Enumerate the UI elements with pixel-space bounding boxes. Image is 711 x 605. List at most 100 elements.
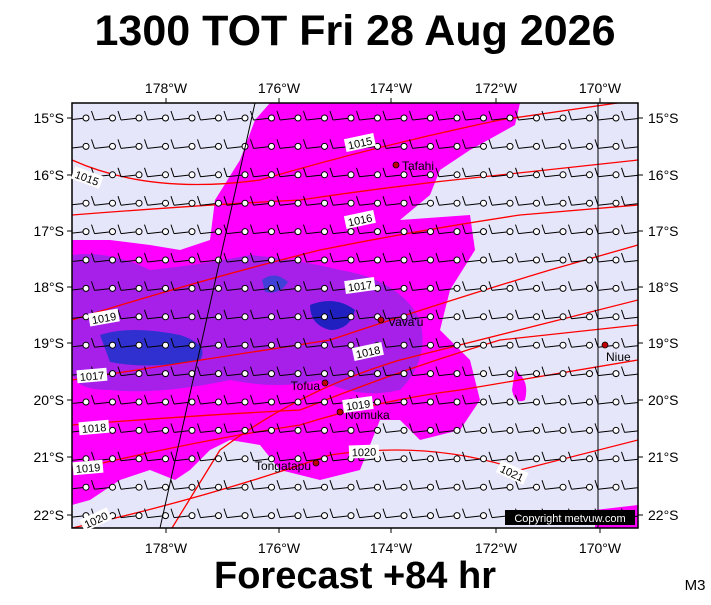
barb-feather <box>329 224 334 234</box>
barb-feather <box>65 139 68 148</box>
barb-feather <box>356 366 360 376</box>
barb-station <box>533 313 540 321</box>
barb-feather <box>541 167 546 177</box>
isobar-label-group: 1019 <box>342 395 374 414</box>
barb-station <box>374 483 381 491</box>
barb-station <box>294 171 302 179</box>
barb-station <box>559 284 567 292</box>
barb-station <box>215 228 222 236</box>
isobar-label-group: 1019 <box>72 459 104 476</box>
barb-station <box>480 512 487 520</box>
barb-station <box>427 114 434 122</box>
barb-feather <box>515 309 519 319</box>
barb-station <box>294 284 302 292</box>
barb-feather <box>276 224 281 234</box>
barb-station <box>188 426 196 434</box>
isobar-label-box <box>76 367 108 384</box>
barb-feather <box>65 423 68 432</box>
barb-station <box>188 483 196 491</box>
barb-feather <box>223 281 228 291</box>
barb-feather <box>223 167 228 177</box>
barb-feather <box>197 281 201 291</box>
barb-feather <box>356 508 360 518</box>
barb-station <box>347 512 355 520</box>
place-name: Niue <box>606 350 631 364</box>
barb-station <box>82 341 90 349</box>
barb-feather <box>303 423 307 433</box>
barb-feather <box>144 508 148 518</box>
barb-station <box>321 370 328 378</box>
barb-station <box>506 256 514 264</box>
lat-label-right: 16°S <box>648 167 679 183</box>
barb-station <box>188 256 196 264</box>
barb-feather <box>409 252 413 263</box>
barb-station <box>135 313 143 321</box>
barb-station <box>612 171 620 179</box>
barb-station <box>268 228 275 236</box>
barb-station <box>612 455 620 463</box>
barb-station <box>533 114 540 122</box>
barb-station <box>612 426 620 434</box>
lat-label-left: 20°S <box>33 392 64 408</box>
barb-station <box>427 228 434 236</box>
barb-station <box>400 199 408 207</box>
barb-station <box>347 370 355 378</box>
barb-feather <box>117 309 122 319</box>
barb-shaft <box>624 174 638 178</box>
barb-station <box>268 142 275 150</box>
place-marker <box>312 459 320 467</box>
barb-station <box>559 483 567 491</box>
barb-feather <box>435 451 440 461</box>
barb-station <box>109 398 116 406</box>
barb-feather <box>462 139 466 149</box>
barb-station <box>109 426 116 434</box>
barb-station <box>294 398 302 406</box>
barb-feather <box>170 451 175 461</box>
barb-feather <box>170 366 175 376</box>
barb-feather <box>621 167 625 177</box>
barb-station <box>135 142 143 150</box>
barb-feather <box>409 167 413 177</box>
barb-feather <box>488 394 493 405</box>
barb-station <box>533 284 540 292</box>
barb-station <box>82 199 90 207</box>
barb-station <box>506 341 514 349</box>
barb-feather <box>170 480 175 490</box>
barb-feather <box>435 281 440 291</box>
barb-station <box>374 398 381 406</box>
barb-feather <box>541 338 546 348</box>
barb-feather <box>117 139 122 149</box>
barb-shaft <box>624 316 638 320</box>
barb-feather <box>382 508 387 518</box>
barb-station <box>640 427 646 433</box>
barb-feather <box>276 281 281 291</box>
barb-station <box>586 114 593 122</box>
barb-shaft <box>624 259 638 263</box>
barb-feather <box>303 394 307 405</box>
barb-station <box>135 228 143 236</box>
barb-station <box>559 114 567 122</box>
barb-station <box>640 200 646 206</box>
barb-station <box>586 313 593 321</box>
barb-feather <box>250 309 254 319</box>
barb-feather <box>197 508 201 518</box>
barb-feather <box>65 452 68 461</box>
barb-station <box>321 199 328 207</box>
barb-station <box>321 341 328 349</box>
barb-station <box>640 314 646 320</box>
barb-feather <box>462 224 466 234</box>
barb-station <box>241 284 249 292</box>
barb-feather <box>329 110 334 121</box>
barb-station <box>294 455 302 463</box>
barb-feather <box>515 281 519 291</box>
barb-station <box>506 142 514 150</box>
barb-station <box>347 228 355 236</box>
barb-station <box>480 483 487 491</box>
barb-feather <box>117 451 122 461</box>
lon-label-bottom: 178°W <box>145 540 188 556</box>
barb-feather <box>197 167 201 177</box>
barb-feather <box>303 366 307 376</box>
barb-feather <box>462 309 466 319</box>
barb-station <box>400 370 408 378</box>
